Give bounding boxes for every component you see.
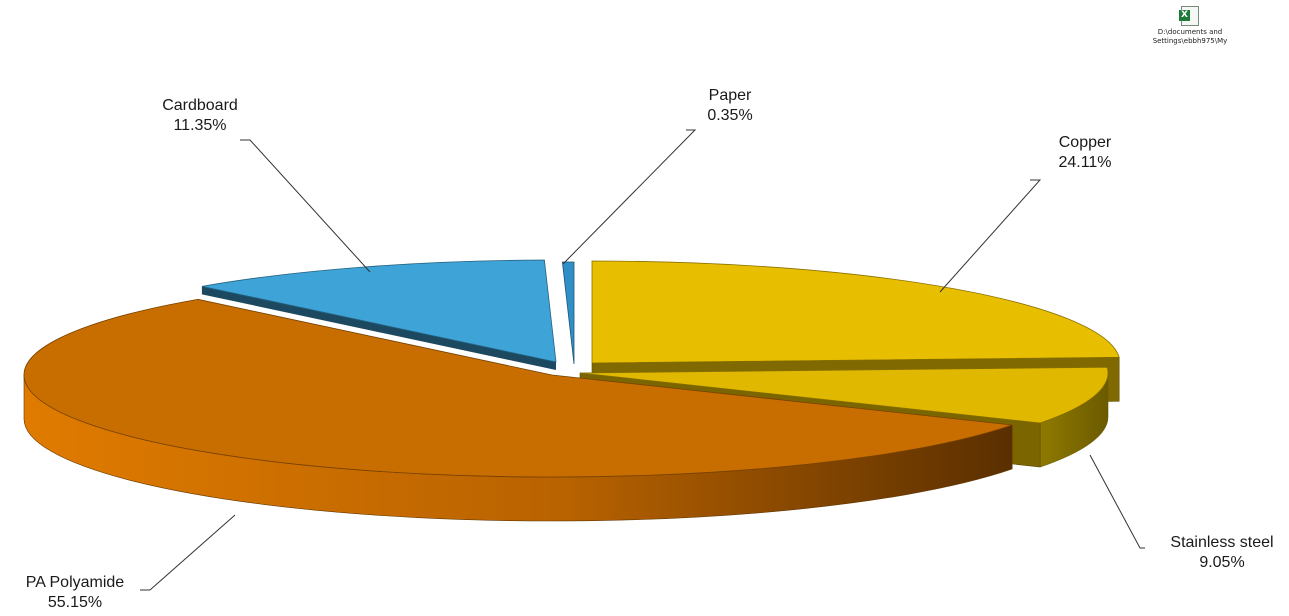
leader-lines	[140, 129, 1145, 591]
leader-line-cardboard	[240, 139, 371, 273]
slice-tops	[23, 259, 1120, 478]
data-label-name-cardboard: Cardboard	[162, 97, 238, 114]
data-label-name-copper: Copper	[1059, 134, 1112, 151]
data-label-name-paper: Paper	[709, 87, 752, 104]
file-label-line2: Settings\ebbh975\My	[1152, 37, 1228, 45]
excel-icon: X	[1179, 6, 1199, 26]
data-labels: Copper 24.11% Stainless steel 9.05% PA Polya…	[26, 87, 1274, 611]
leader-line-pa-polyamide	[140, 514, 236, 591]
slice-cardboard	[201, 259, 557, 363]
data-label-value-cardboard: 11.35%	[173, 117, 226, 134]
slice-pa-polyamide	[23, 298, 1013, 478]
slice-copper	[591, 260, 1120, 364]
leader-line-copper	[939, 179, 1042, 293]
slice-paper	[561, 261, 575, 365]
leader-line-stainless-steel	[1089, 454, 1145, 549]
excel-file-icon[interactable]: X D:\documents and Settings\ebbh975\My	[1140, 6, 1240, 46]
slice-face-start-cardboard	[201, 286, 556, 370]
data-label-value-paper: 0.35%	[707, 107, 752, 124]
data-label-name-stainless-steel: Stainless steel	[1170, 534, 1273, 551]
data-label-value-stainless-steel: 9.05%	[1199, 554, 1244, 571]
file-label-line1: D:\documents and	[1157, 28, 1223, 36]
data-label-name-pa-polyamide: PA Polyamide	[26, 574, 125, 591]
leader-line-paper	[562, 129, 697, 265]
data-label-value-copper: 24.11%	[1058, 154, 1111, 171]
slice-stainless-steel	[579, 366, 1109, 424]
data-label-value-pa-polyamide: 55.15%	[48, 594, 102, 611]
